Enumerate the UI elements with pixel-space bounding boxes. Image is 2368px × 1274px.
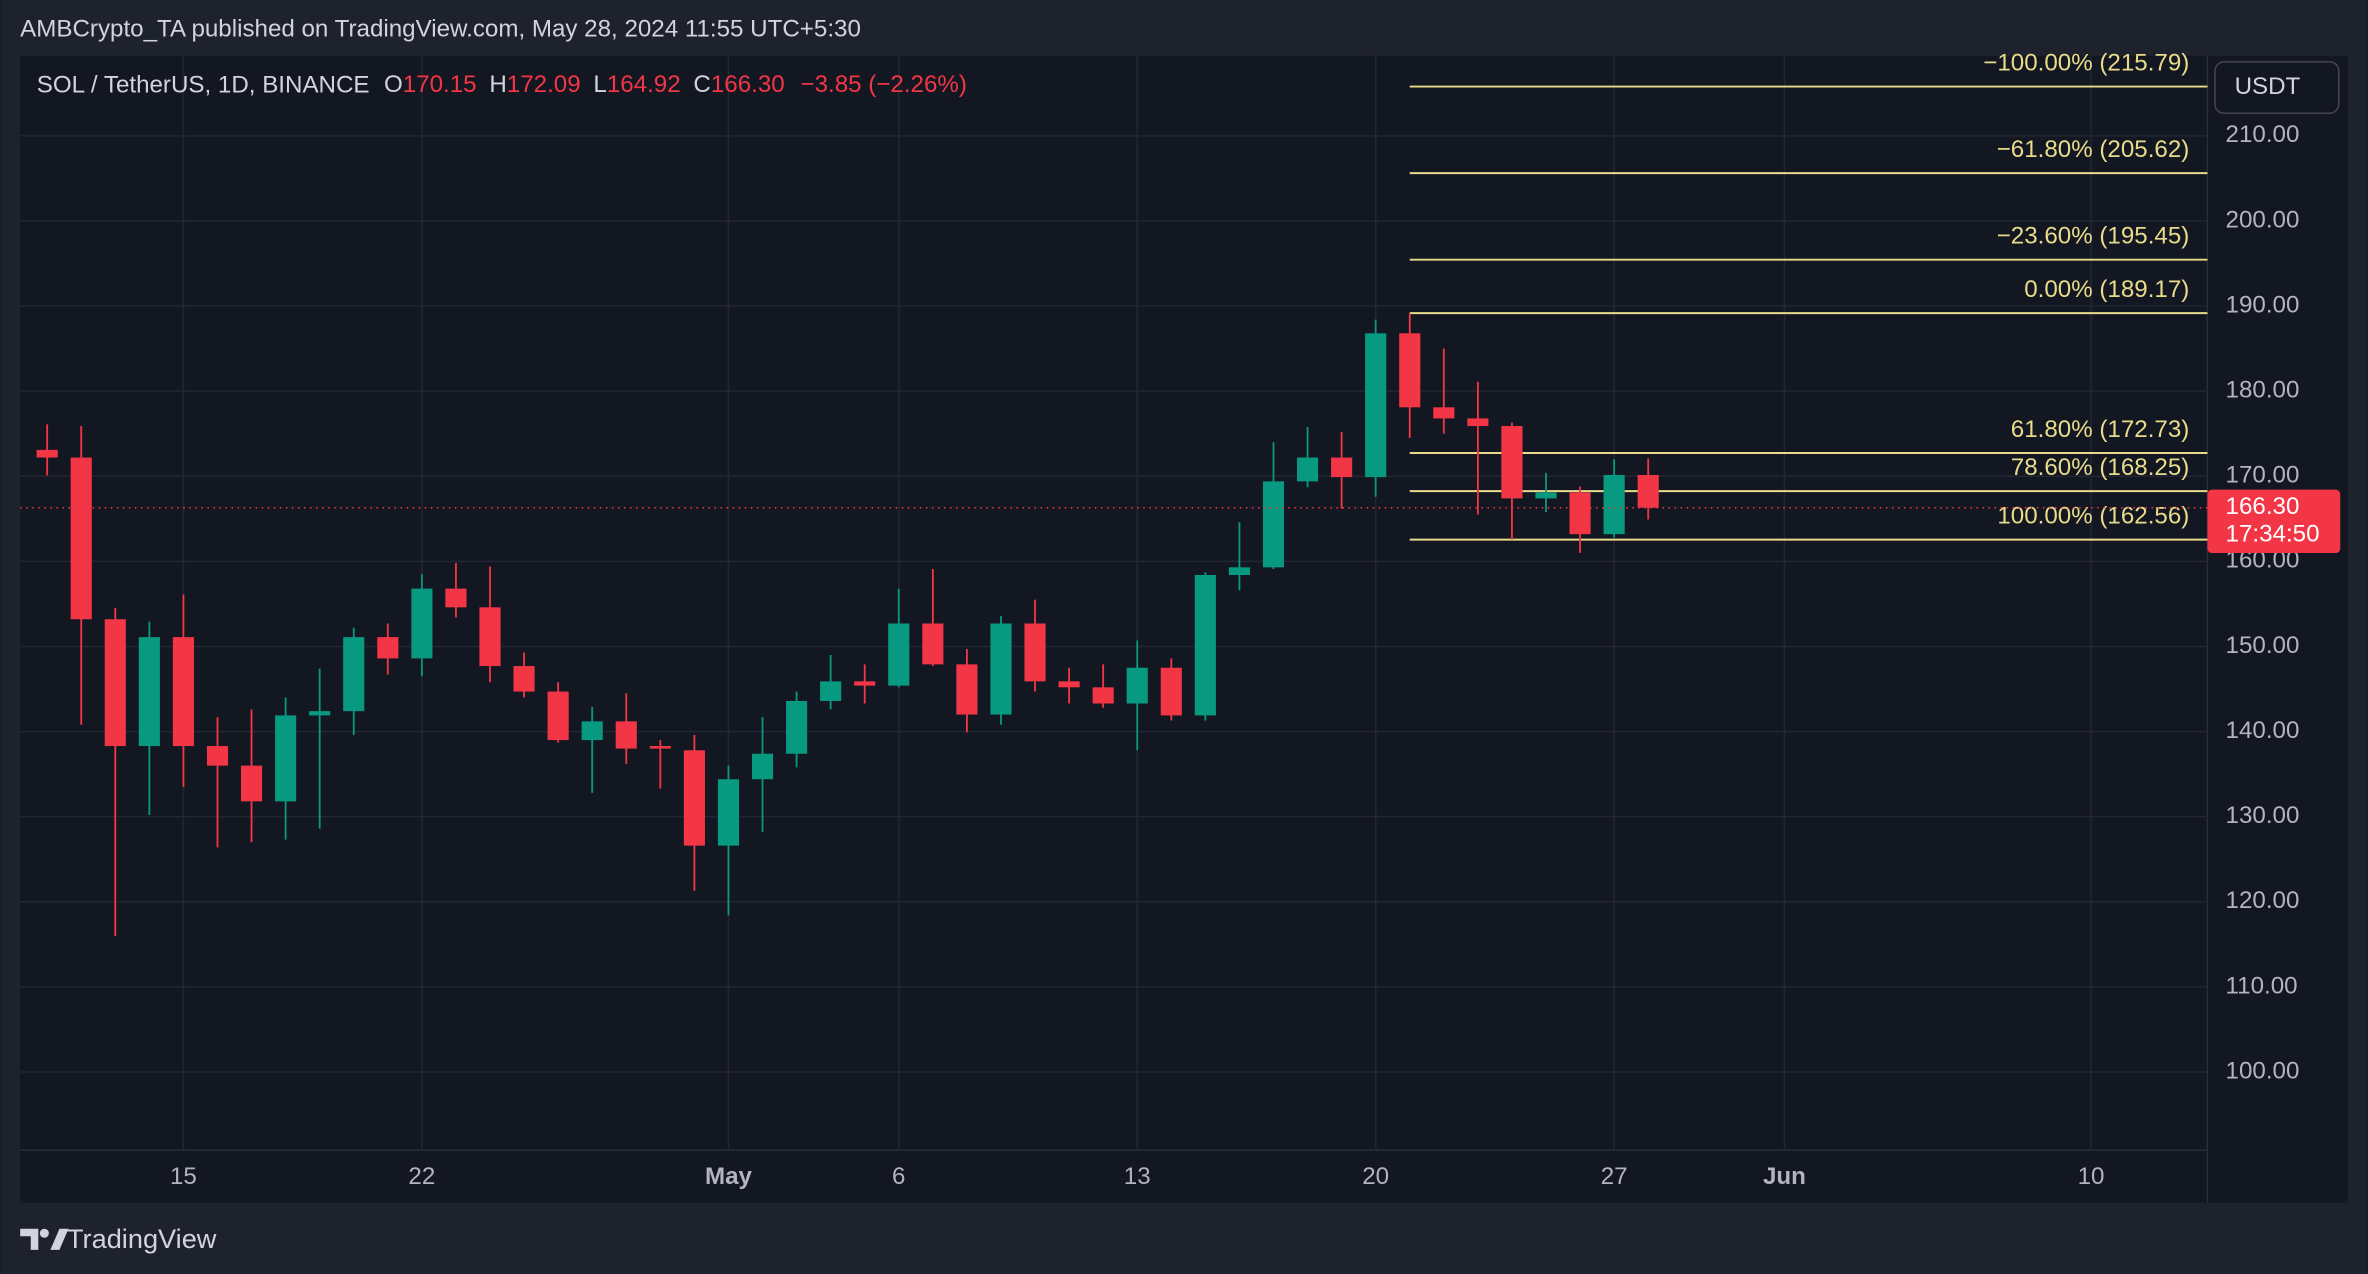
x-tick-label: 27 xyxy=(1601,1163,1628,1190)
candle-body xyxy=(104,619,126,747)
header: AMBCrypto_TA published on TradingView.co… xyxy=(20,16,861,43)
candle-body xyxy=(1365,333,1387,478)
y-tick-label: 190.00 xyxy=(2226,291,2300,318)
candle-body xyxy=(138,637,160,747)
candle-body xyxy=(922,623,944,665)
candle-body xyxy=(70,457,92,620)
candle-body xyxy=(1399,333,1421,408)
last-price-label: 166.30 xyxy=(2226,493,2300,520)
candle-body xyxy=(1126,667,1148,704)
candle-body xyxy=(1160,667,1182,716)
currency-box[interactable] xyxy=(2214,61,2340,114)
candle-body xyxy=(513,666,535,692)
candle-body xyxy=(956,664,978,715)
y-tick-label: 210.00 xyxy=(2226,121,2300,148)
x-tick-label: 15 xyxy=(170,1163,197,1190)
plot: −100.00% (215.79) −61.80% (205.62) −23.60%… xyxy=(20,49,2208,1151)
x-tick-label: May xyxy=(705,1163,753,1190)
y-tick-label: 130.00 xyxy=(2226,802,2300,829)
fib-label: 61.80% (172.73) xyxy=(2011,416,2190,443)
candle-body xyxy=(1024,623,1046,682)
candle-body xyxy=(1228,567,1250,575)
x-tick-label: 13 xyxy=(1124,1163,1151,1190)
candle-body xyxy=(1637,474,1659,508)
high-label: H xyxy=(489,71,506,98)
fib-label: −23.60% (195.45) xyxy=(1997,222,2190,249)
candle-body xyxy=(1092,687,1114,704)
candle-body xyxy=(717,779,740,846)
candle-body xyxy=(1296,457,1319,482)
fib-label: 100.00% (162.56) xyxy=(1997,502,2189,529)
currency[interactable]: USDT xyxy=(2235,73,2301,100)
x-tick-label: 20 xyxy=(1362,1163,1389,1190)
candle-body xyxy=(343,637,365,712)
candle-body xyxy=(1331,457,1353,478)
y-tick-label: 100.00 xyxy=(2226,1057,2300,1084)
x-tick-label: 10 xyxy=(2078,1163,2105,1190)
y-tick-label: 200.00 xyxy=(2226,206,2300,233)
fib-label: 0.00% (189.17) xyxy=(2024,276,2189,303)
candle-body xyxy=(615,721,637,749)
ohlc-legend: O170.15 H172.09 L164.92 C166.30 −3.85 (−… xyxy=(384,71,967,98)
candle-body xyxy=(854,681,876,686)
open-label: O xyxy=(384,71,403,98)
brand: TradingView xyxy=(67,1223,217,1254)
last-price-box xyxy=(2207,489,2341,554)
candle-body xyxy=(751,753,774,780)
candle-body xyxy=(377,637,399,659)
candle-body xyxy=(1433,407,1455,419)
candle-body xyxy=(1058,681,1080,688)
x-tick-label: Jun xyxy=(1763,1163,1806,1190)
close-label: C xyxy=(693,71,710,98)
x-tick-label: 22 xyxy=(408,1163,435,1190)
low-label: L xyxy=(593,71,606,98)
candle-body xyxy=(479,607,501,667)
candle-body xyxy=(649,746,671,749)
candle-body xyxy=(1501,426,1523,499)
fib-label: −100.00% (215.79) xyxy=(1983,49,2189,76)
candle-body xyxy=(820,681,842,701)
candle-body xyxy=(581,721,603,741)
close-value: 166.30 xyxy=(711,71,785,98)
symbol: SOL / TetherUS, 1D, BINANCE xyxy=(37,71,370,98)
change: −3.85 (−2.26%) xyxy=(800,71,966,98)
candle-body xyxy=(240,765,263,802)
candle-body xyxy=(275,715,297,802)
candle-body xyxy=(1569,492,1591,535)
fib-label: 78.60% (168.25) xyxy=(2011,454,2190,481)
candle-body xyxy=(172,637,194,747)
candle-body xyxy=(36,449,58,458)
candle-body xyxy=(547,691,569,741)
candle-body xyxy=(990,623,1012,715)
y-tick-label: 170.00 xyxy=(2226,462,2300,489)
y-tick-label: 180.00 xyxy=(2226,377,2300,404)
candle-body xyxy=(1194,574,1216,716)
plot-area xyxy=(20,55,2348,1204)
y-tick-label: 110.00 xyxy=(2226,972,2298,999)
open-value: 170.15 xyxy=(403,71,477,98)
candle-body xyxy=(1467,418,1489,427)
low-value: 164.92 xyxy=(607,71,681,98)
candle-body xyxy=(1262,481,1285,568)
candle-body xyxy=(786,700,808,754)
y-tick-label: 150.00 xyxy=(2226,632,2300,659)
candle-body xyxy=(683,750,705,846)
candle-body xyxy=(411,588,433,659)
candle-body xyxy=(206,746,229,766)
y-tick-label: 140.00 xyxy=(2226,717,2300,744)
y-tick-label: 120.00 xyxy=(2226,887,2300,914)
fib-label: −61.80% (205.62) xyxy=(1997,136,2190,163)
x-tick-label: 6 xyxy=(892,1163,905,1190)
candle-body xyxy=(445,588,467,608)
countdown: 17:34:50 xyxy=(2226,520,2320,547)
candle-body xyxy=(1535,492,1557,499)
candle-body xyxy=(1603,474,1625,535)
candle-body xyxy=(888,623,910,686)
high-value: 172.09 xyxy=(507,71,581,98)
candle-body xyxy=(309,711,331,716)
brand-logo xyxy=(20,1228,69,1250)
